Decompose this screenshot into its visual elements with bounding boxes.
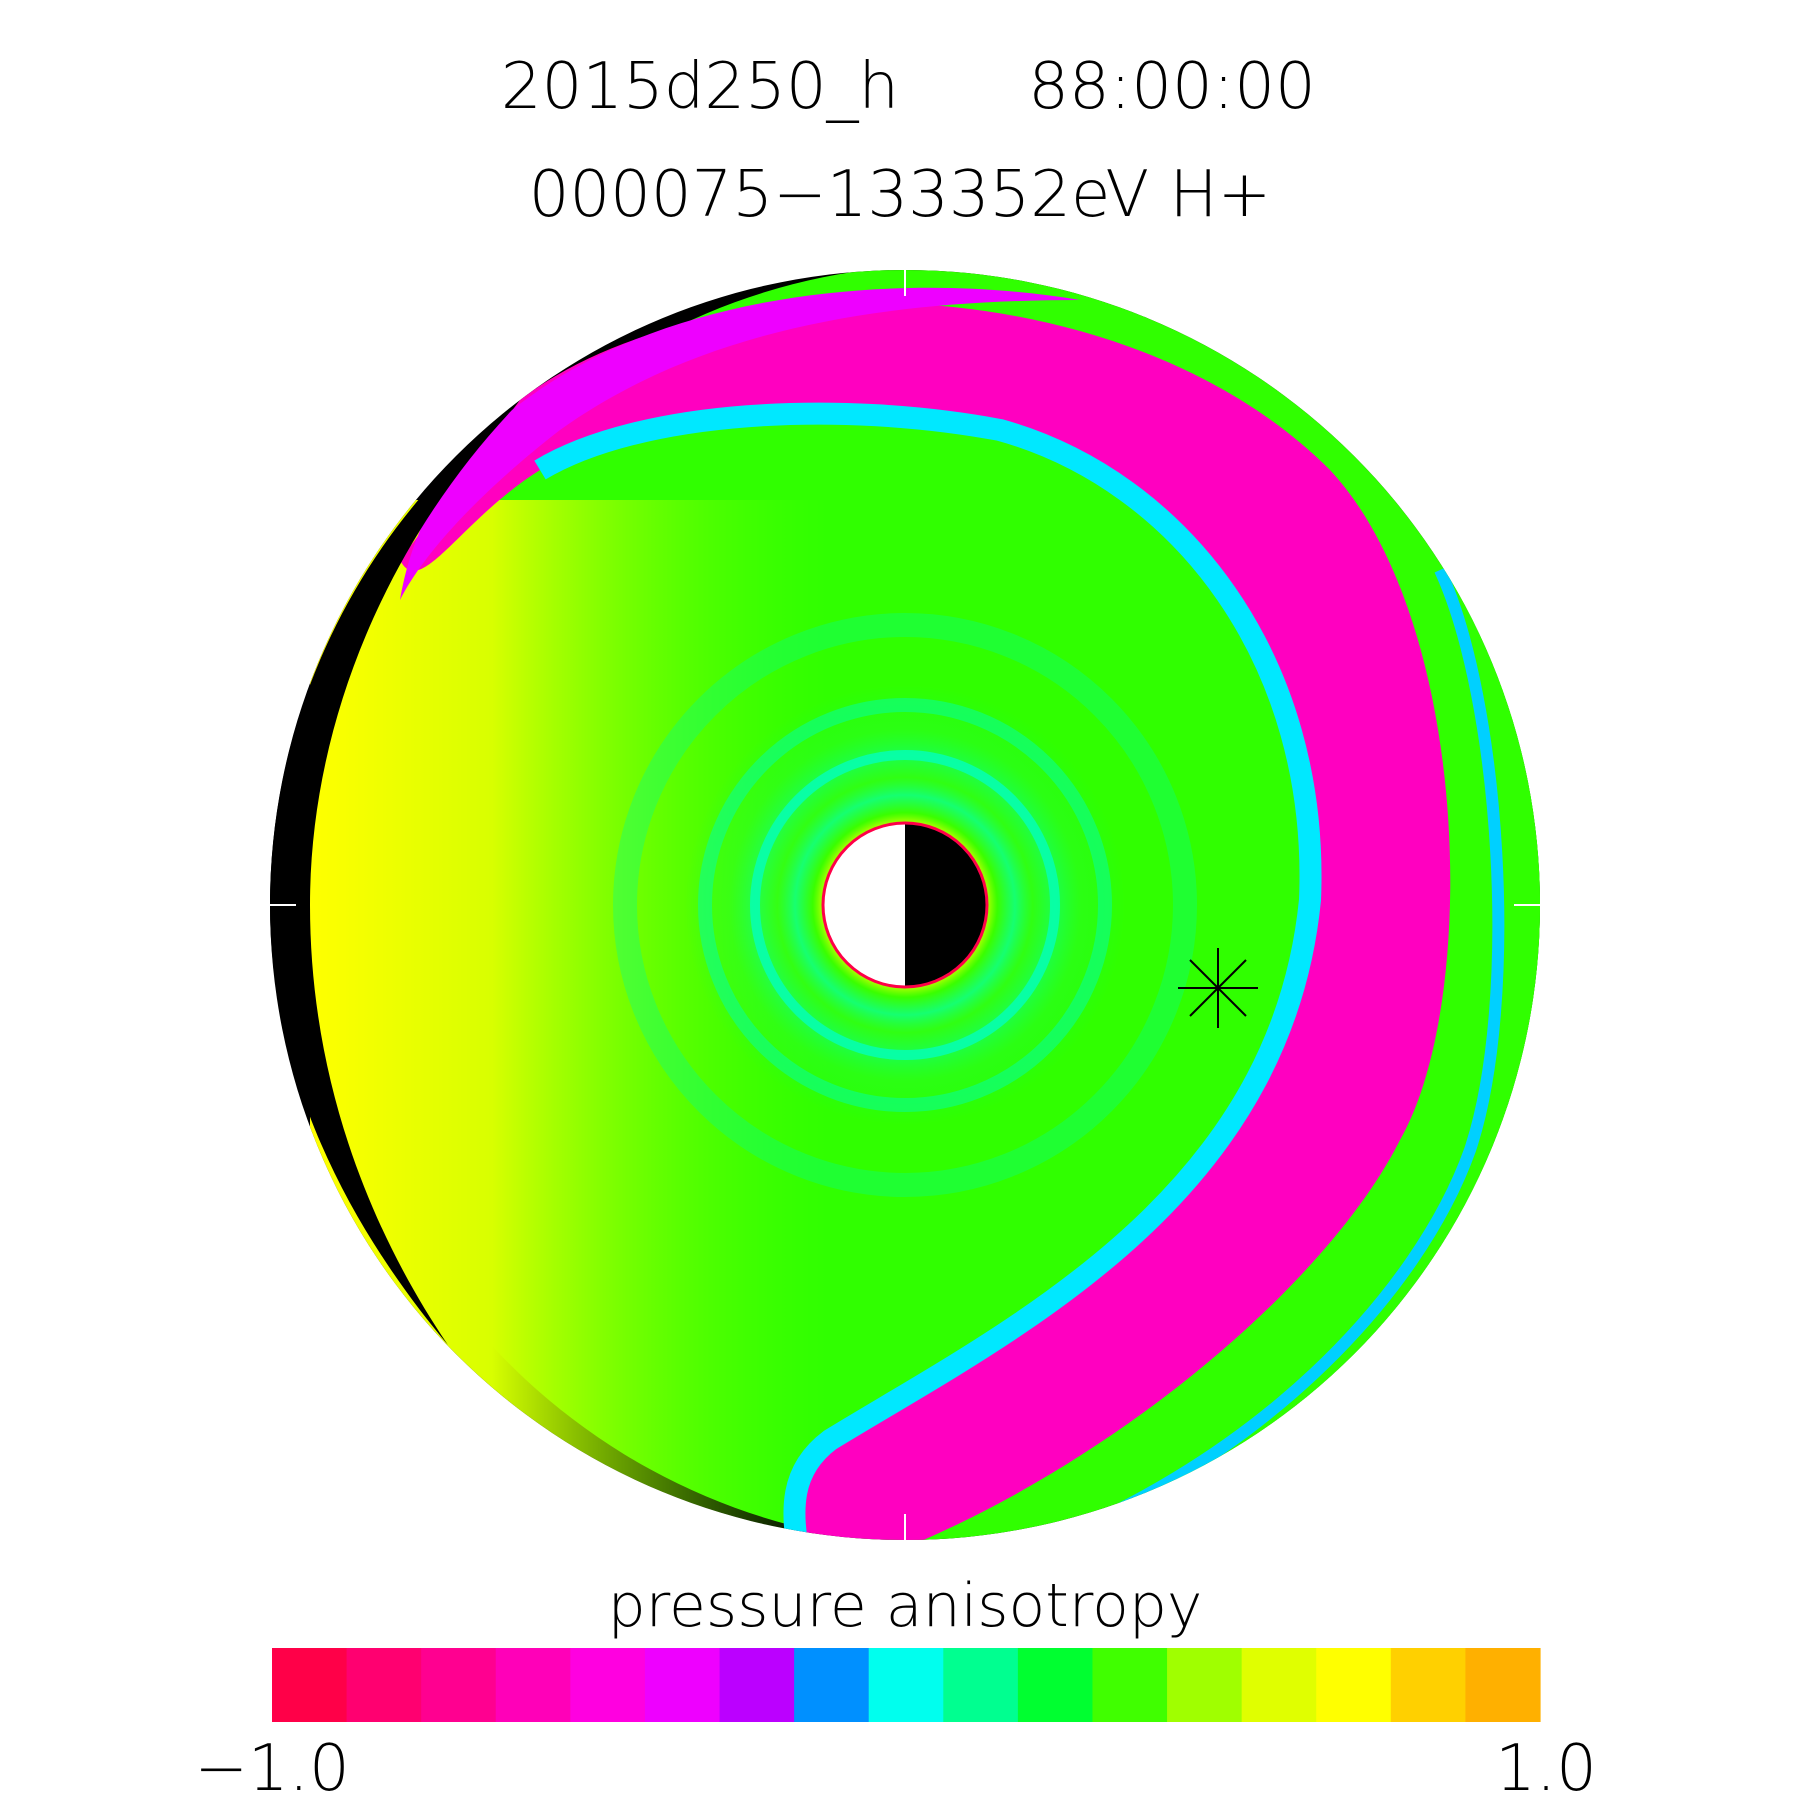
colorbar-segment: [1316, 1648, 1392, 1722]
boundary-cyan-outer: [998, 567, 1505, 1540]
axis-ticks: [270, 270, 1540, 1540]
colorbar-min-label: −1.0: [194, 1732, 349, 1800]
colorbar-segment: [570, 1648, 646, 1722]
polar-heatmap: [270, 270, 1540, 1540]
ring-cyan-1: [750, 750, 1060, 1060]
colorbar-label: pressure anisotropy: [608, 1571, 1203, 1641]
colorbar-segment: [1167, 1648, 1243, 1722]
colorbar-segment: [495, 1648, 571, 1722]
ring-cyan-3: [613, 613, 1197, 1197]
colorbar-segment: [794, 1648, 870, 1722]
colorbar-segment: [719, 1648, 795, 1722]
colorbar-max-label: 1.0: [1495, 1732, 1597, 1800]
colorbar-segment: [1465, 1648, 1541, 1722]
night-crescent: [270, 410, 512, 1345]
boundary-cyan: [534, 402, 1322, 1540]
colorbar-segment: [1092, 1648, 1168, 1722]
colorbar-segment: [1390, 1648, 1467, 1722]
region-magenta-top: [400, 287, 1080, 600]
earth-symbol: [821, 821, 989, 989]
region-magenta: [400, 302, 1451, 1540]
colorbar-segment: [272, 1648, 348, 1722]
colorbar-segment: [943, 1648, 1019, 1722]
satellite-marker-icon: [1178, 948, 1258, 1028]
colorbar-segment: [868, 1648, 944, 1722]
colorbar: [272, 1648, 1541, 1722]
colorbar-segment: [1017, 1648, 1094, 1722]
title-time: 88:00:00: [1028, 50, 1315, 124]
colorbar-segment: [644, 1648, 721, 1722]
title-run: 2015d250_h: [501, 50, 899, 124]
colorbar-segment: [421, 1648, 497, 1722]
title-energy: 000075−133352eV H+: [529, 158, 1272, 232]
colorbar-segment: [346, 1648, 422, 1722]
ring-cyan-2: [698, 698, 1112, 1112]
colorbar-segment: [1241, 1648, 1317, 1722]
